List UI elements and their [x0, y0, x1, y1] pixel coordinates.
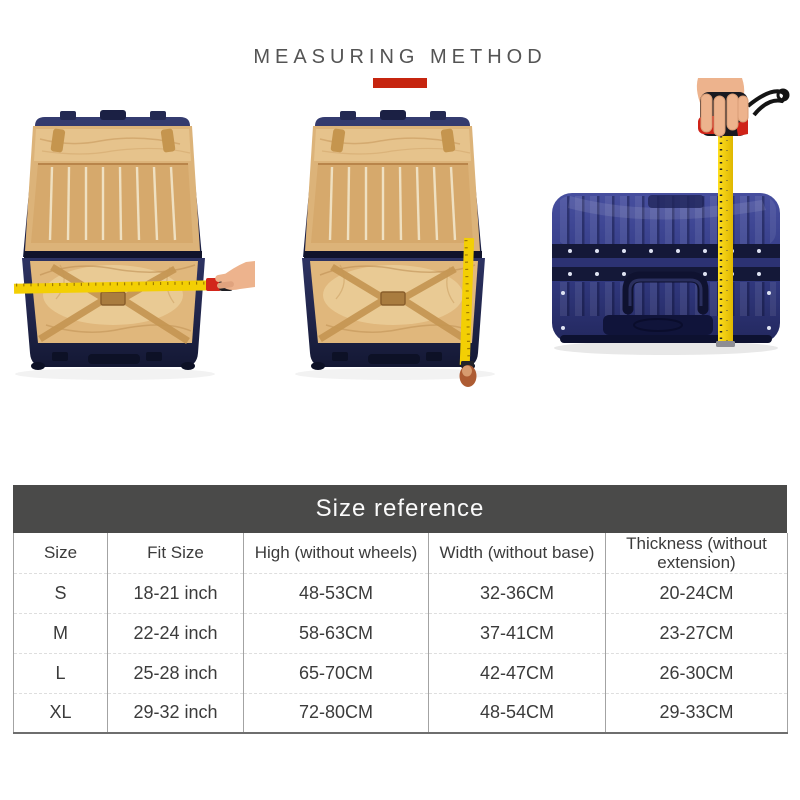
col-header-high: High (without wheels): [243, 533, 429, 574]
open-suitcase-height-illustration: [272, 95, 530, 387]
cell-width: 37-41CM: [428, 613, 606, 654]
size-reference-table: Size reference Size Fit Size High (witho…: [13, 485, 788, 734]
open-suitcase-width-illustration: [0, 95, 255, 387]
hand: [215, 261, 255, 290]
table-row-l: L 25-28 inch 65-70CM 42-47CM 26-30CM: [13, 653, 788, 694]
photo-measure-width: [0, 95, 255, 387]
fingertip: [459, 365, 477, 387]
cell-width: 42-47CM: [428, 653, 606, 694]
cell-thickness: 23-27CM: [605, 613, 788, 654]
cell-fit: 25-28 inch: [107, 653, 244, 694]
closed-suitcase-illustration: [552, 78, 790, 355]
table-title: Size reference: [13, 485, 787, 533]
cell-thickness: 26-30CM: [605, 653, 788, 694]
cell-fit: 29-32 inch: [107, 693, 244, 733]
table-header-row: Size Fit Size High (without wheels) Widt…: [13, 533, 788, 574]
closed-suitcase: [552, 193, 780, 343]
cell-size: M: [13, 613, 108, 654]
cell-thickness: 29-33CM: [659, 702, 734, 723]
col-header-width: Width (without base): [428, 533, 606, 574]
cell-fit: 22-24 inch: [107, 613, 244, 654]
table-row-s: S 18-21 inch 48-53CM 32-36CM 20-24CM: [13, 573, 788, 614]
size-table: Size Fit Size High (without wheels) Widt…: [13, 533, 788, 734]
cell-thickness: 20-24CM: [605, 573, 788, 614]
suitcase-handle: [622, 271, 709, 315]
col-header-fit-size: Fit Size: [107, 533, 244, 574]
title-underline: [373, 78, 427, 88]
cell-high: 65-70CM: [243, 653, 429, 694]
cell-width: 32-36CM: [428, 573, 606, 614]
tape-measure-vertical: [459, 237, 475, 367]
tape-strap: [746, 89, 787, 117]
table-row-xl: XL 29-32 inch 72-80CM 48-54CM 29-33CM: [13, 693, 788, 733]
table-row-m: M 22-24 inch 58-63CM 37-41CM 23-27CM: [13, 613, 788, 654]
cell-width: 48-54CM: [428, 693, 606, 733]
cell-high: 72-80CM: [243, 693, 429, 733]
col-header-size: Size: [13, 533, 108, 574]
page-title: MEASURING METHOD: [253, 46, 547, 68]
cell-size: XL: [13, 693, 108, 733]
photo-measure-thickness: [530, 78, 800, 393]
tape-measure-vertical: [716, 134, 735, 347]
hand-with-tape-body: [696, 78, 790, 137]
cell-high: 48-53CM: [243, 573, 429, 614]
cell-size: L: [13, 653, 108, 694]
cell-size: S: [13, 573, 108, 614]
measuring-method-header: MEASURING METHOD: [0, 46, 800, 88]
col-header-thickness: Thickness (without extension): [605, 533, 788, 574]
open-suitcase: [15, 110, 215, 380]
photo-measure-height: [272, 95, 530, 387]
cell-fit: 18-21 inch: [107, 573, 244, 614]
cell-high: 58-63CM: [243, 613, 429, 654]
